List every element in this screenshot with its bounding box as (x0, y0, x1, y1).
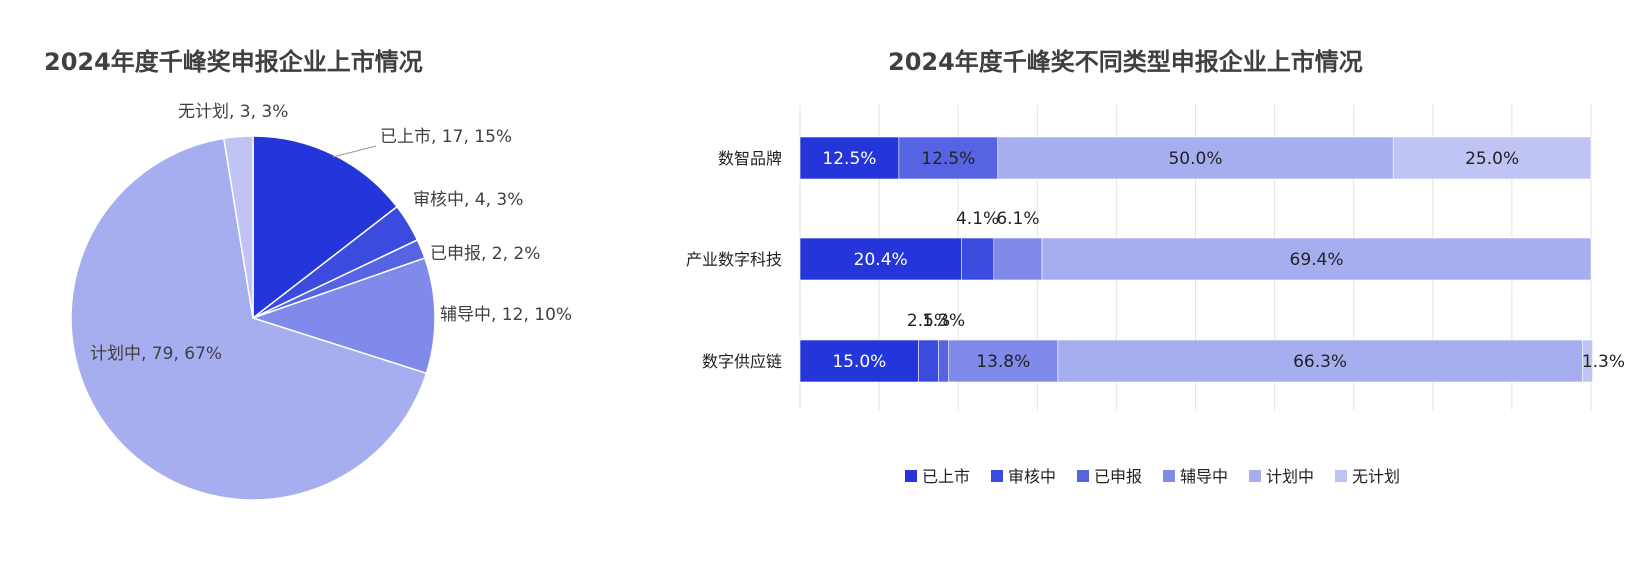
pie-slice-无计划 (222, 135, 254, 319)
legend-label: 已申报 (1094, 467, 1142, 486)
bar-segment-审核中 (961, 237, 995, 281)
legend-swatch (991, 470, 1003, 482)
stacked-bar-chart: 数智品牌 12.5% 12.5% 50.0% 25.0%产业数字科技 20.4%4.1%6… (686, 105, 1625, 410)
category-label: 产业数字科技 (686, 250, 782, 269)
pie-slice-已上市 (252, 135, 399, 320)
pie-label: 计划中, 79, 67% (90, 344, 222, 364)
bar-data-label: 2.5% (907, 311, 950, 331)
bar-segment-已上市 (799, 339, 919, 383)
bar-data-label: 15.0% (832, 352, 886, 372)
legend-label: 审核中 (1008, 467, 1056, 486)
legend-swatch (1077, 470, 1089, 482)
bar-data-label: 13.8% (976, 352, 1030, 372)
pie-label: 已申报, 2, 2% (430, 244, 540, 264)
bar-data-label: 12.5% (921, 149, 975, 169)
bar-data-label: 25.0% (1465, 149, 1519, 169)
legend-swatch (1249, 470, 1261, 482)
legend-swatch (1335, 470, 1347, 482)
legend-swatch (1163, 470, 1175, 482)
bar-segment-计划中 (1041, 237, 1592, 281)
legend-label: 辅导中 (1180, 467, 1228, 486)
pie-leader-line (332, 145, 377, 158)
bar-data-label: 50.0% (1168, 149, 1222, 169)
pie-label: 辅导中, 12, 10% (440, 305, 572, 325)
pie-label: 审核中, 4, 3% (413, 190, 523, 210)
category-label: 数字供应链 (702, 352, 782, 371)
legend-label: 计划中 (1266, 467, 1314, 486)
pie-slice-计划中 (70, 137, 428, 501)
bar-data-label: 12.5% (822, 149, 876, 169)
bar-segment-无计划 (1392, 136, 1592, 180)
bar-data-label: 4.1% (956, 209, 999, 229)
category-label: 数智品牌 (718, 149, 782, 168)
bar-segment-审核中 (918, 339, 939, 383)
bar-data-label: 69.4% (1290, 250, 1344, 270)
bar-data-label: 6.1% (996, 209, 1039, 229)
bar-segment-已申报 (938, 339, 950, 383)
pie-chart: 已上市, 17, 15% 审核中, 4, 3% 已申报, 2, 2% 辅导中, 12,… (70, 102, 572, 501)
bar-data-label: 20.4% (854, 250, 908, 270)
legend-swatch (905, 470, 917, 482)
bar-segment-无计划 (1581, 339, 1593, 383)
legend: 已上市 审核中 已申报 辅导中 计划中 无计划 (905, 467, 1400, 486)
bar-chart-title: 2024年度千峰奖不同类型申报企业上市情况 (888, 48, 1363, 76)
pie-chart-title: 2024年度千峰奖申报企业上市情况 (44, 48, 423, 76)
bar-segment-辅导中 (993, 237, 1043, 281)
bar-data-label: 1.3% (922, 311, 965, 331)
bar-segment-计划中 (997, 136, 1394, 180)
bar-data-label: 1.3% (1582, 352, 1625, 372)
pie-slice-辅导中 (250, 257, 436, 375)
pie-label: 无计划, 3, 3% (178, 102, 288, 122)
pie-label: 已上市, 17, 15% (380, 127, 512, 147)
bar-segment-已上市 (799, 237, 962, 281)
legend-label: 已上市 (922, 467, 970, 486)
legend-label: 无计划 (1352, 467, 1400, 486)
bar-data-label: 66.3% (1293, 352, 1347, 372)
bar-segment-辅导中 (948, 339, 1059, 383)
